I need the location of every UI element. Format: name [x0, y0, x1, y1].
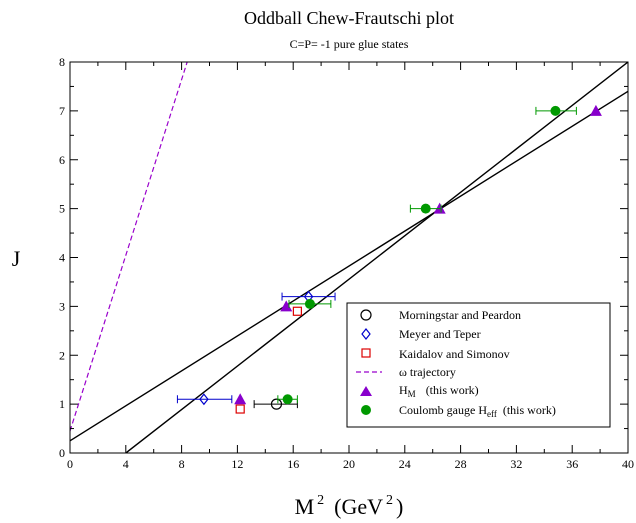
legend-label-kaidalov: Kaidalov and Simonov	[399, 347, 510, 361]
x-tick-label: 0	[67, 457, 73, 471]
omega-trajectory-segment	[70, 62, 188, 432]
legend-label-coulomb-tail: (this work)	[503, 403, 556, 417]
omega-trajectory-line	[70, 62, 188, 432]
x-tick-label: 4	[123, 457, 129, 471]
legend-marker-morningstar	[360, 309, 372, 321]
y-tick-label: 0	[59, 446, 65, 460]
legend-label-meyer: Meyer and Teper	[399, 327, 481, 341]
series-5-point-1	[304, 298, 315, 309]
legend-marker-kaidalov	[361, 348, 371, 358]
legend-label-coulomb-sub: eff	[487, 409, 497, 419]
legend-marker-hm	[360, 386, 372, 396]
fit-lines	[70, 62, 628, 453]
legend-label-hm-tail: (this work)	[426, 383, 479, 397]
legend-label-coulomb: Coulomb gauge Heff (this work)	[399, 403, 556, 419]
legend-label-hm-sub: M	[408, 389, 416, 399]
fit-line-0	[70, 90, 628, 442]
x-axis-label: M 2 (GeV 2)	[295, 493, 404, 519]
x-axis-label-unit-close: )	[396, 494, 403, 519]
legend-box	[346, 302, 611, 428]
series-5-point-0	[282, 394, 293, 405]
x-axis-label-unit-open: (GeV	[334, 494, 383, 519]
x-tick-label: 28	[455, 457, 467, 471]
series-0-point-0	[270, 398, 283, 410]
x-tick-label: 20	[343, 457, 355, 471]
chart-title: Oddball Chew-Frautschi plot	[244, 8, 454, 28]
series-5-point-2	[420, 203, 431, 214]
x-tick-label: 24	[399, 457, 411, 471]
x-tick-label: 12	[231, 457, 243, 471]
y-tick-label: 1	[59, 397, 65, 411]
y-tick-label: 7	[59, 104, 65, 118]
y-tick-label: 4	[59, 251, 65, 265]
x-tick-label: 36	[566, 457, 578, 471]
series-2-point-0	[235, 404, 245, 414]
series-4-point-3	[589, 104, 602, 116]
y-tick-label: 2	[59, 348, 65, 362]
series-5-point-3	[550, 105, 561, 116]
x-axis-label-unit-sup: 2	[386, 493, 393, 508]
data-points	[176, 104, 602, 414]
chart-subtitle: C=P= -1 pure glue states	[290, 37, 409, 51]
x-axis-label-base: M	[295, 494, 315, 519]
legend-label-coulomb-main: Coulomb gauge H	[399, 403, 487, 417]
legend-label-hm: HM (this work)	[399, 383, 479, 399]
y-tick-label: 3	[59, 299, 65, 313]
y-tick-label: 8	[59, 55, 65, 69]
legend-label-morningstar: Morningstar and Peardon	[399, 308, 521, 322]
legend-label-hm-main: H	[399, 383, 408, 397]
series-1-point-0	[199, 393, 209, 406]
legend: Morningstar and Peardon Meyer and Teper …	[346, 302, 611, 428]
x-axis-label-base-sup: 2	[317, 493, 324, 508]
x-tick-label: 40	[622, 457, 634, 471]
x-tick-label: 32	[510, 457, 522, 471]
y-tick-label: 6	[59, 153, 65, 167]
fit-line-1	[125, 62, 628, 453]
series-2-point-1	[292, 306, 302, 316]
legend-marker-coulomb	[361, 405, 371, 415]
legend-marker-meyer	[361, 328, 371, 340]
x-tick-label: 16	[287, 457, 299, 471]
y-tick-label: 5	[59, 202, 65, 216]
series-4-point-1	[280, 300, 293, 312]
series-4-point-0	[234, 393, 247, 405]
legend-label-omega: ω trajectory	[399, 365, 456, 379]
y-axis-label: J	[12, 246, 21, 271]
x-tick-label: 8	[179, 457, 185, 471]
